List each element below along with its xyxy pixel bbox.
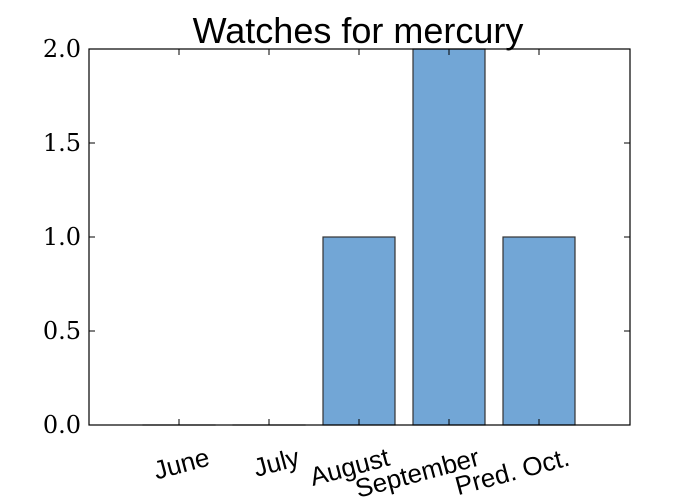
plot-frame — [88, 48, 631, 426]
y-tick-label: 2.0 — [43, 35, 81, 63]
y-axis-labels: 0.0 0.5 1.0 1.5 2.0 — [43, 35, 81, 439]
y-tick-label: 0.0 — [43, 411, 81, 439]
bar-september — [412, 48, 486, 426]
y-tick-label: 1.5 — [43, 129, 81, 157]
y-tick-label: 0.5 — [43, 317, 81, 345]
x-tick-label: June — [150, 442, 212, 486]
x-tick-label: July — [250, 442, 302, 483]
bars-group — [142, 48, 576, 426]
chart-title: Watches for mercury — [193, 10, 524, 51]
bar-august — [322, 236, 396, 426]
bar-pred-oct — [502, 236, 576, 426]
y-tick-label: 1.0 — [43, 223, 81, 251]
